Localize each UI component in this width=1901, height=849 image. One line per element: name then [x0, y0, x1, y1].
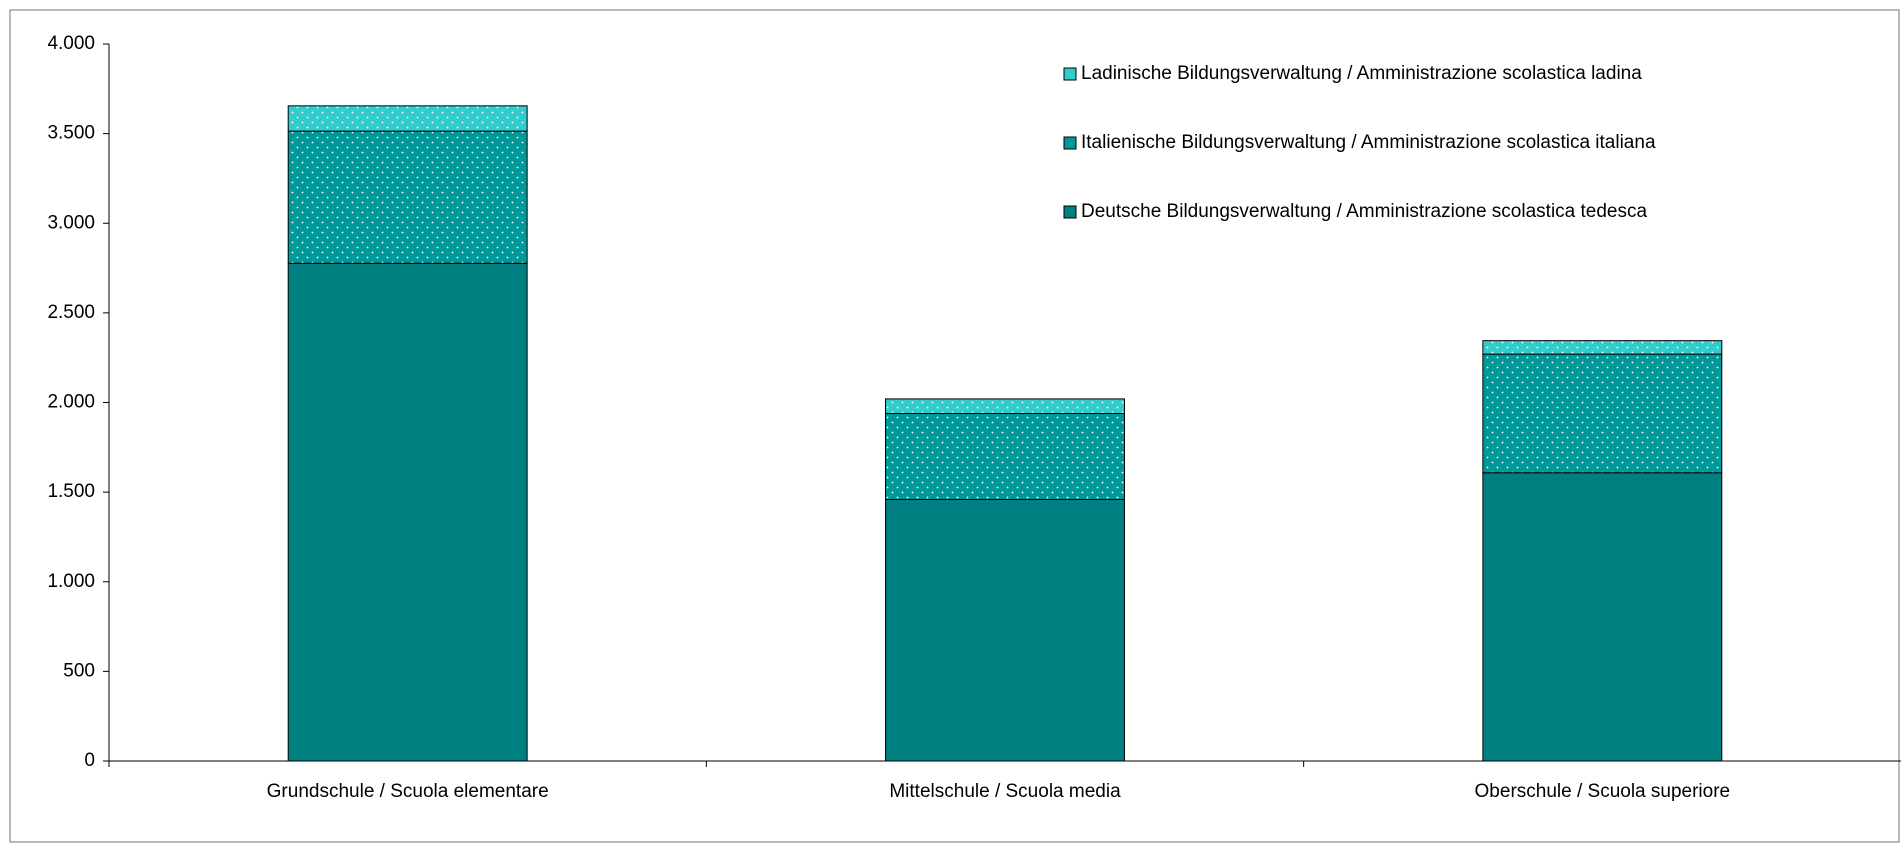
y-tick-label: 3.500 [47, 123, 95, 144]
legend-swatch [1063, 205, 1077, 219]
y-tick-label: 1.500 [47, 481, 95, 502]
bar-segment [287, 130, 528, 264]
y-tick-label: 3.000 [47, 212, 95, 233]
bar-segment [885, 398, 1125, 414]
y-tick-label: 4.000 [47, 33, 95, 54]
x-tick-label: Oberschule / Scuola superiore [1475, 781, 1731, 802]
legend-swatch [1063, 67, 1077, 81]
y-tick-label: 2.500 [47, 302, 95, 323]
chart-frame [9, 9, 1900, 843]
y-tick-label: 2.000 [47, 392, 95, 413]
bar-segment [1482, 340, 1723, 355]
bar-segment [287, 262, 528, 762]
y-tick-label: 0 [84, 750, 95, 771]
y-tick-label: 500 [63, 660, 95, 681]
bar-segment [885, 498, 1125, 762]
legend-label: Deutsche Bildungsverwaltung / Amministra… [1081, 201, 1647, 222]
bar-segment [885, 412, 1125, 500]
legend-label: Ladinische Bildungsverwaltung / Amminist… [1081, 63, 1642, 84]
x-tick-label: Grundschule / Scuola elementare [267, 781, 549, 802]
legend-swatch [1063, 136, 1077, 150]
x-tick-label: Mittelschule / Scuola media [889, 781, 1121, 802]
bar-segment [1482, 353, 1723, 474]
bar-segment [287, 105, 528, 132]
bar-segment [1482, 472, 1723, 762]
legend-label: Italienische Bildungsverwaltung / Ammini… [1081, 132, 1656, 153]
y-tick-label: 1.000 [47, 571, 95, 592]
